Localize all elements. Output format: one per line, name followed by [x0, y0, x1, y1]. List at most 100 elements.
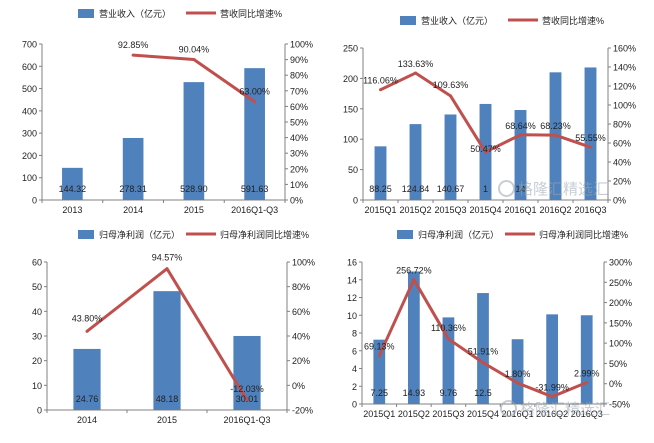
- x-tick-label: 2016Q3: [574, 205, 606, 215]
- y-tick-label: 14: [347, 275, 357, 285]
- y-tick-label: 250: [343, 44, 358, 54]
- growth-point: [484, 150, 487, 154]
- y-tick-label: 150: [343, 104, 358, 114]
- x-tick-label: 2015Q1: [364, 205, 396, 215]
- growth-point: [446, 337, 450, 341]
- y-tick-label: 20: [32, 356, 42, 366]
- y2-tick-label: 70%: [290, 86, 308, 96]
- growth-value-label: -12.03%: [230, 384, 264, 394]
- bar: [546, 314, 559, 404]
- watermark-text: 格隆汇精选汇: [518, 180, 609, 198]
- growth-point: [165, 267, 169, 271]
- bar: [153, 291, 181, 410]
- growth-point: [449, 94, 452, 98]
- growth-value-label: 94.57%: [152, 253, 183, 263]
- legend-bar-swatch: [400, 16, 416, 25]
- x-tick-label: 2015: [184, 205, 204, 215]
- y2-tick-label: 100%: [609, 339, 632, 349]
- bar-value-label: 140.67: [437, 184, 465, 194]
- bar-value-label: 124.84: [402, 184, 430, 194]
- growth-value-label: 110.36%: [431, 323, 466, 333]
- x-tick-label: 2015Q2: [398, 409, 430, 419]
- bar: [122, 137, 144, 200]
- legend-line-label: 归母净利润同比增速%: [220, 229, 309, 240]
- bar: [442, 317, 455, 404]
- y-tick-label: 10: [32, 381, 42, 391]
- bar-value-label: 30.01: [236, 394, 259, 404]
- y-tick-label: 6: [352, 346, 357, 356]
- y2-tick-label: 40%: [613, 158, 631, 168]
- bar: [373, 339, 386, 404]
- y-tick-label: 0: [353, 196, 358, 206]
- growth-value-label: 50.47%: [470, 144, 501, 154]
- growth-point: [585, 381, 589, 385]
- x-tick-label: 2013: [62, 205, 82, 215]
- bar: [244, 68, 265, 200]
- y2-tick-label: 90%: [290, 55, 308, 65]
- y-tick-label: 100: [343, 135, 358, 145]
- bar: [407, 271, 420, 404]
- y-tick-label: 300: [22, 129, 37, 139]
- y2-tick-label: 50%: [290, 118, 308, 128]
- legend-bar-swatch: [78, 230, 94, 239]
- bar-value-label: 48.18: [156, 394, 179, 404]
- growth-point: [589, 145, 592, 149]
- bar-value-label: 88.25: [369, 184, 392, 194]
- bar-value-label: 14: [515, 184, 525, 194]
- y2-tick-label: 60%: [292, 307, 310, 317]
- bar-value-label: 144.32: [59, 184, 87, 194]
- y-tick-label: 8: [352, 329, 357, 339]
- watermark-text: 格隆汇精选汇: [520, 400, 611, 418]
- growth-value-label: 92.85%: [118, 40, 149, 50]
- bar-value-label: 7.25: [371, 388, 389, 398]
- y2-tick-label: 10%: [290, 180, 308, 190]
- growth-value-label: -31.99%: [535, 383, 569, 393]
- y2-tick-label: 40%: [290, 133, 308, 143]
- y2-tick-label: 0%: [290, 196, 303, 206]
- y-tick-label: 100: [22, 173, 37, 183]
- x-tick-label: 2015Q1: [363, 409, 395, 419]
- growth-point: [192, 58, 196, 62]
- y-tick-label: 400: [22, 106, 37, 116]
- y2-tick-label: 150%: [609, 318, 632, 328]
- y2-tick-label: 40%: [292, 332, 310, 342]
- bar-value-label: 528.90: [180, 184, 208, 194]
- y-tick-label: 60: [32, 258, 42, 268]
- growth-value-label: 90.04%: [179, 45, 210, 55]
- y-tick-label: 30: [32, 332, 42, 342]
- growth-point: [414, 71, 417, 75]
- y-tick-label: 40: [32, 307, 42, 317]
- y-tick-label: 700: [22, 40, 37, 50]
- legend-bar-label: 营业收入（亿元）: [99, 8, 171, 19]
- y2-tick-label: 300%: [609, 258, 632, 268]
- growth-value-label: 51.91%: [468, 347, 499, 357]
- bar-value-label: 12.5: [474, 388, 492, 398]
- y-tick-label: 500: [22, 84, 37, 94]
- legend-line-label: 营收同比增速%: [220, 8, 282, 19]
- legend-line-label: 营收同比增速%: [542, 15, 604, 26]
- bar-value-label: 24.76: [76, 394, 99, 404]
- growth-value-label: 55.55%: [575, 133, 606, 143]
- growth-value-label: 133.63%: [398, 59, 434, 69]
- y-tick-label: 0: [352, 400, 357, 410]
- chart-2: [360, 16, 611, 203]
- x-tick-label: 2015: [157, 415, 177, 425]
- y-tick-label: 50: [32, 282, 42, 292]
- growth-point: [245, 398, 249, 402]
- y2-tick-label: 60%: [290, 102, 308, 112]
- y-tick-label: 4: [352, 364, 357, 374]
- growth-point: [253, 100, 257, 104]
- bar-value-label: 591.63: [241, 184, 269, 194]
- legend-bar-label: 营业收入（亿元）: [421, 15, 493, 26]
- y2-tick-label: 80%: [292, 282, 310, 292]
- y-tick-label: 16: [347, 258, 357, 268]
- x-tick-label: 2016Q1-Q3: [231, 205, 278, 215]
- legend-bar-swatch: [78, 9, 94, 18]
- legend-bar-swatch: [397, 230, 413, 239]
- growth-point: [131, 53, 135, 57]
- y2-tick-label: -20%: [292, 406, 313, 416]
- x-tick-label: 2016Q1-Q3: [223, 415, 270, 425]
- bar: [374, 146, 387, 200]
- y2-tick-label: 250%: [609, 278, 632, 288]
- x-tick-label: 2015Q3: [434, 205, 466, 215]
